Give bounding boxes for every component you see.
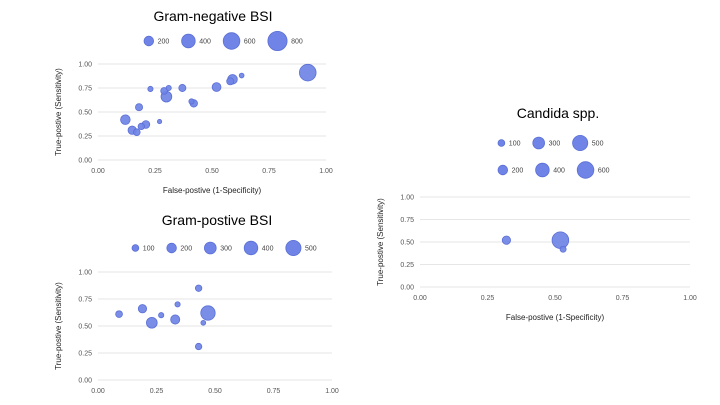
y-tick-label: 0.00 bbox=[400, 285, 414, 292]
data-point bbox=[157, 119, 163, 125]
chart-title: Candida spp. bbox=[517, 105, 600, 121]
y-tick-label: 0.50 bbox=[400, 240, 414, 247]
x-tick-label: 0.25 bbox=[481, 295, 495, 302]
x-tick-label: 1.00 bbox=[325, 388, 339, 395]
data-point bbox=[551, 231, 570, 249]
data-point bbox=[135, 103, 144, 112]
x-tick-label: 0.50 bbox=[205, 168, 219, 175]
y-tick-label: 1.00 bbox=[78, 270, 92, 277]
data-point bbox=[115, 310, 123, 318]
data-point bbox=[188, 98, 195, 105]
legend-bubble bbox=[267, 30, 288, 52]
data-point bbox=[174, 301, 181, 308]
legend-bubble bbox=[243, 240, 259, 256]
data-point bbox=[146, 316, 158, 329]
data-point bbox=[194, 342, 203, 351]
data-point bbox=[226, 77, 235, 86]
legend-bubble bbox=[532, 136, 545, 150]
y-axis-label: True-postive (Sensitivity) bbox=[376, 198, 385, 286]
y-tick-label: 1.00 bbox=[400, 195, 414, 202]
data-point bbox=[194, 284, 203, 292]
data-point bbox=[200, 305, 216, 321]
chart-title: Gram-negative BSI bbox=[153, 8, 272, 24]
x-tick-label: 0.75 bbox=[262, 168, 276, 175]
data-point bbox=[299, 63, 317, 82]
y-tick-label: 0.00 bbox=[78, 158, 92, 165]
data-point bbox=[120, 114, 131, 125]
legend-bubble bbox=[181, 33, 196, 49]
x-axis-label: False-postive (1-Specificity) bbox=[506, 313, 605, 322]
data-point bbox=[147, 85, 154, 92]
legend-bubble bbox=[285, 239, 302, 257]
y-axis-label: True-postive (Sensitivity) bbox=[54, 282, 63, 370]
legend-label: 400 bbox=[262, 246, 274, 253]
legend-label: 300 bbox=[549, 141, 561, 148]
y-axis-label: True-postive (Sensitivity) bbox=[54, 68, 63, 156]
chart-0: Gram-negative BSI 200 400 600 800 0.00 0.25 0.5… bbox=[54, 8, 333, 195]
y-tick-label: 0.25 bbox=[400, 262, 414, 269]
x-tick-label: 0.75 bbox=[616, 295, 630, 302]
legend-bubble bbox=[131, 244, 140, 252]
legend-bubble bbox=[497, 164, 509, 176]
legend-label: 500 bbox=[305, 246, 317, 253]
legend-bubble bbox=[576, 161, 595, 179]
legend-label: 200 bbox=[180, 246, 192, 253]
legend-label: 400 bbox=[199, 39, 211, 46]
x-tick-label: 0.00 bbox=[91, 168, 105, 175]
legend-bubble bbox=[535, 162, 550, 178]
legend-bubble bbox=[497, 139, 506, 147]
x-tick-label: 0.75 bbox=[267, 388, 281, 395]
chart-title: Gram-postive BSI bbox=[162, 212, 272, 228]
y-tick-label: 0.50 bbox=[78, 110, 92, 117]
legend-bubble bbox=[166, 242, 177, 254]
y-tick-label: 0.50 bbox=[78, 324, 92, 331]
data-point bbox=[165, 84, 172, 92]
y-tick-label: 1.00 bbox=[78, 62, 92, 69]
data-point bbox=[501, 235, 511, 245]
x-tick-label: 0.50 bbox=[548, 295, 562, 302]
x-tick-label: 0.25 bbox=[150, 388, 164, 395]
data-point bbox=[170, 314, 181, 325]
x-tick-label: 0.00 bbox=[413, 295, 427, 302]
y-tick-label: 0.25 bbox=[78, 351, 92, 358]
x-tick-label: 0.00 bbox=[91, 388, 105, 395]
legend-bubble bbox=[204, 241, 217, 255]
legend-label: 600 bbox=[244, 39, 256, 46]
legend-label: 600 bbox=[598, 168, 610, 175]
y-tick-label: 0.25 bbox=[78, 134, 92, 141]
legend-label: 300 bbox=[220, 246, 232, 253]
y-tick-label: 0.75 bbox=[400, 217, 414, 224]
data-point bbox=[137, 304, 148, 314]
legend-label: 200 bbox=[512, 168, 524, 175]
data-point bbox=[238, 72, 245, 79]
legend-bubble bbox=[222, 32, 241, 50]
y-tick-label: 0.00 bbox=[78, 378, 92, 385]
legend-label: 100 bbox=[509, 141, 521, 148]
data-point bbox=[211, 82, 222, 92]
data-point bbox=[559, 245, 567, 253]
chart-2: Candida spp. 100 300 500 200 400 600 0.00 0.25 0.… bbox=[376, 105, 697, 322]
x-tick-label: 1.00 bbox=[319, 168, 333, 175]
data-point bbox=[160, 87, 168, 95]
data-point bbox=[137, 122, 145, 131]
y-tick-label: 0.75 bbox=[78, 86, 92, 93]
legend-bubble bbox=[143, 35, 155, 47]
data-point bbox=[178, 84, 187, 92]
data-point bbox=[158, 312, 165, 319]
legend-label: 200 bbox=[158, 39, 170, 46]
x-tick-label: 0.25 bbox=[148, 168, 162, 175]
legend-label: 800 bbox=[291, 39, 303, 46]
chart-1: Gram-postive BSI 100 200 300 400 500 0.00 0.25 0… bbox=[54, 212, 339, 395]
data-point bbox=[200, 319, 207, 326]
x-axis-label: False-postive (1-Specificity) bbox=[163, 186, 262, 195]
legend-label: 100 bbox=[143, 246, 155, 253]
y-tick-label: 0.75 bbox=[78, 297, 92, 304]
legend-label: 400 bbox=[553, 168, 565, 175]
x-tick-label: 0.50 bbox=[208, 388, 222, 395]
legend-bubble bbox=[572, 134, 589, 152]
legend-label: 500 bbox=[592, 141, 604, 148]
data-point bbox=[132, 128, 141, 136]
x-tick-label: 1.00 bbox=[683, 295, 697, 302]
